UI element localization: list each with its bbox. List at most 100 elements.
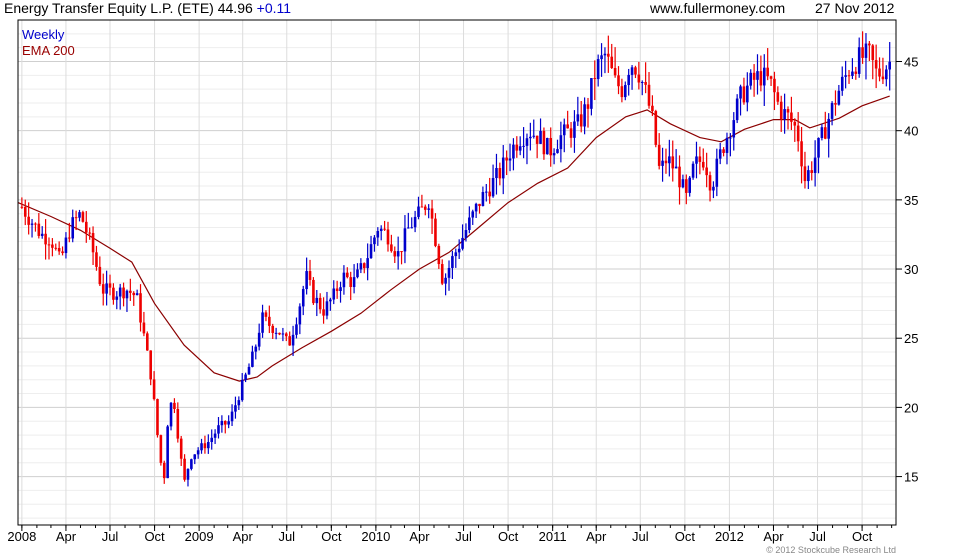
ohlc-body <box>735 98 739 121</box>
ohlc-bar <box>166 424 169 479</box>
ohlc-bar <box>590 78 593 116</box>
ohlc-body <box>857 47 861 74</box>
ohlc-body <box>410 227 414 229</box>
ohlc-bar <box>329 297 332 311</box>
ohlc-body <box>115 296 119 300</box>
ohlc-bar <box>705 152 708 188</box>
ohlc-body <box>834 103 837 105</box>
ohlc-body <box>407 227 410 229</box>
x-tick-label: 2008 <box>7 529 36 544</box>
ohlc-body <box>51 244 54 248</box>
ohlc-bar <box>57 241 61 255</box>
site-url[interactable]: www.fullermoney.com <box>650 0 786 16</box>
ohlc-bar <box>115 291 119 310</box>
ohlc-body <box>213 433 217 438</box>
ohlc-bar <box>654 109 658 148</box>
ohlc-body <box>790 112 793 122</box>
ohlc-body <box>586 104 590 109</box>
ohlc-bar <box>691 161 695 180</box>
ohlc-body <box>193 454 197 460</box>
ohlc-bar <box>251 345 254 368</box>
ohlc-body <box>746 85 749 103</box>
ohlc-body <box>362 263 366 269</box>
ohlc-body <box>129 290 132 293</box>
ohlc-bar <box>674 149 678 169</box>
ohlc-body <box>122 287 125 299</box>
ohlc-bar <box>695 141 698 179</box>
ohlc-body <box>237 400 241 406</box>
ohlc-bar <box>373 235 376 252</box>
ohlc-bar <box>847 69 851 84</box>
ohlc-bar <box>715 148 719 197</box>
ohlc-body <box>342 272 346 288</box>
ohlc-bar <box>274 327 278 340</box>
ohlc-body <box>783 109 786 120</box>
ohlc-body <box>807 170 810 182</box>
ohlc-body <box>823 127 827 139</box>
ohlc-body <box>468 217 471 231</box>
ohlc-bar <box>746 72 749 112</box>
x-tick-label: Jul <box>455 529 472 544</box>
ohlc-bar <box>247 363 251 375</box>
ohlc-body <box>779 101 783 120</box>
copyright-note: © 2012 Stockcube Research Ltd <box>766 545 896 555</box>
chart-date: 27 Nov 2012 <box>815 0 895 16</box>
ohlc-body <box>651 105 654 112</box>
ohlc-body <box>132 292 136 296</box>
ohlc-bar <box>78 209 81 222</box>
ohlc-bar <box>359 258 363 274</box>
ohlc-bar <box>362 262 366 274</box>
ohlc-body <box>440 264 444 284</box>
ohlc-body <box>173 402 176 410</box>
ohlc-bar <box>712 181 715 199</box>
ohlc-bar <box>183 454 186 482</box>
ohlc-bar <box>864 33 868 80</box>
ohlc-bar <box>34 222 37 232</box>
ohlc-bar <box>749 69 753 90</box>
last-price: 44.96 <box>217 0 253 16</box>
x-tick-label: Oct <box>852 529 873 544</box>
ohlc-bar <box>573 110 576 153</box>
ohlc-body <box>695 156 698 164</box>
ohlc-body <box>186 468 190 480</box>
ohlc-body <box>332 288 336 300</box>
ohlc-bar <box>423 204 427 216</box>
ohlc-bar <box>779 95 783 132</box>
ohlc-body <box>776 92 780 102</box>
ohlc-body <box>47 244 51 246</box>
ohlc-bar <box>671 140 675 182</box>
ohlc-bar <box>193 454 197 465</box>
y-tick-label: 35 <box>904 193 918 208</box>
ohlc-bar <box>159 434 163 466</box>
ohlc-bar <box>220 415 224 433</box>
x-tick-label: Jul <box>278 529 295 544</box>
ohlc-body <box>725 137 729 153</box>
ohlc-bar <box>810 161 814 181</box>
ohlc-bar <box>396 236 400 270</box>
ohlc-bar <box>786 106 790 130</box>
ohlc-bar <box>101 273 105 306</box>
ohlc-body <box>464 230 468 238</box>
ohlc-body <box>654 111 658 145</box>
ohlc-bar <box>271 323 275 340</box>
ohlc-body <box>708 175 712 191</box>
ohlc-body <box>742 86 746 103</box>
ohlc-bar <box>132 291 136 306</box>
ohlc-body <box>23 206 27 217</box>
ohlc-body <box>766 67 769 77</box>
ohlc-body <box>484 191 488 193</box>
ohlc-body <box>447 267 451 278</box>
ohlc-body <box>359 263 363 270</box>
ohlc-body <box>844 75 847 77</box>
ohlc-bar <box>342 265 346 295</box>
ohlc-body <box>71 217 75 239</box>
ohlc-bar <box>291 325 295 357</box>
ohlc-body <box>813 157 817 173</box>
ohlc-body <box>657 144 661 166</box>
ohlc-bar <box>610 43 614 69</box>
ohlc-body <box>756 71 759 80</box>
ohlc-bar <box>149 350 152 386</box>
ohlc-bar <box>61 246 64 256</box>
ohlc-bar <box>796 112 800 152</box>
ohlc-bar <box>308 259 312 286</box>
